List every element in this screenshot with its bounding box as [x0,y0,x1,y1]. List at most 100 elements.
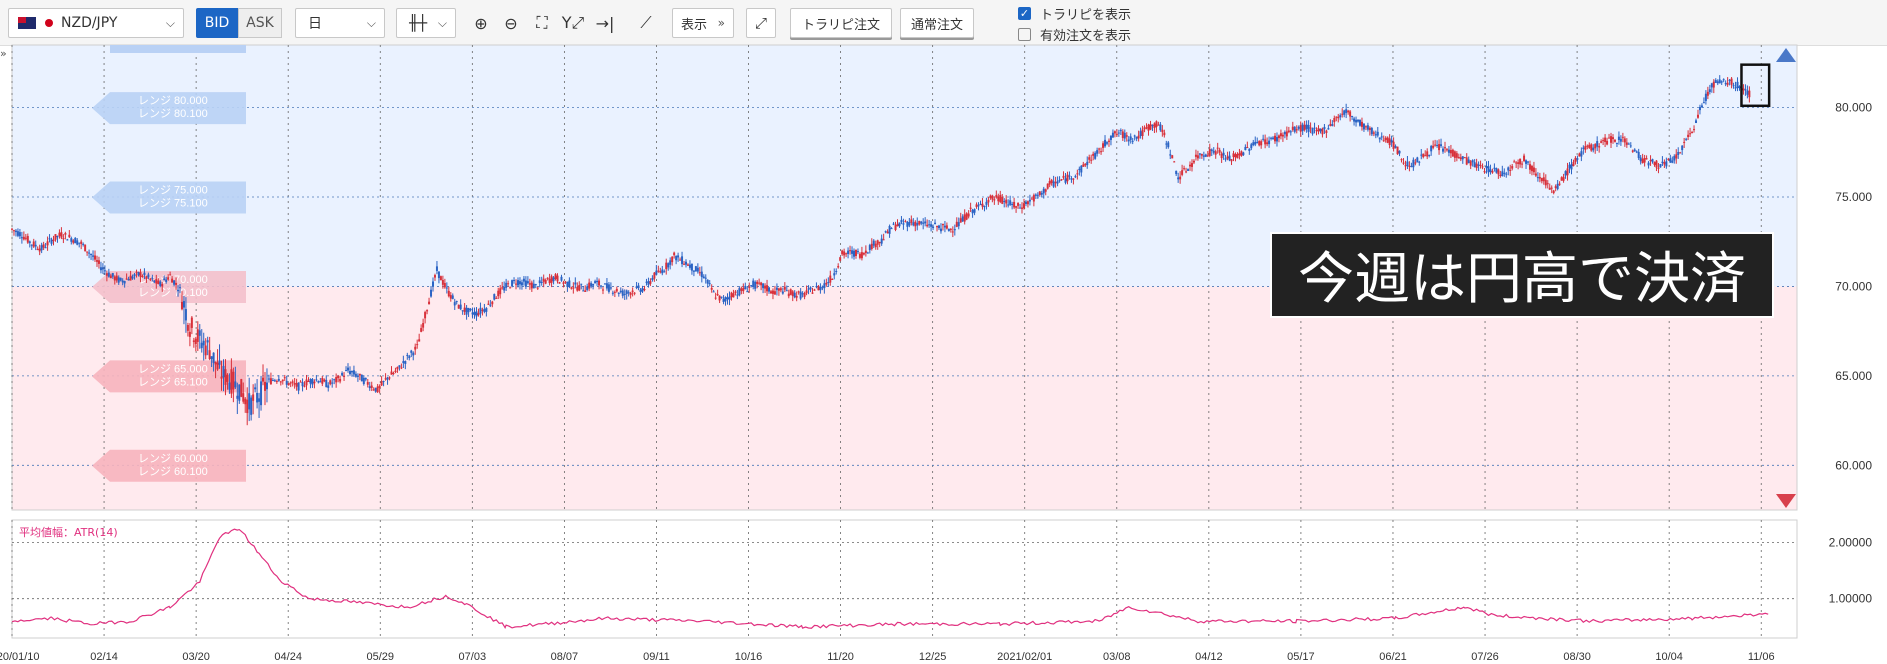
candle-body [596,280,599,283]
candle-body [1291,126,1294,130]
candle-body [317,381,320,383]
candle-body [1661,161,1664,164]
candle-body [1183,168,1186,170]
candle-body [864,250,867,254]
candle-body [1594,144,1597,149]
indicator-icon[interactable]: ⟋ [640,13,652,32]
candle-body [920,221,923,224]
ask-button[interactable]: ASK [238,8,282,38]
candle-body [1598,146,1601,148]
show-trap-checkbox[interactable]: ✓ トラリピを表示 [1018,4,1131,23]
candle-body [18,232,21,237]
candle-body [360,374,363,382]
candle-body [143,272,146,276]
candle-body [66,239,69,241]
candle-body [352,370,355,375]
candle-body [714,297,717,299]
candle-body [957,222,960,227]
candle-body [418,339,421,342]
candle-body [843,251,846,256]
candle-body [1588,144,1591,148]
candle-body [1202,155,1205,157]
candle-body [1449,150,1452,154]
candle-body [580,283,583,285]
chart-type-select[interactable]: ╫┼ ⌵ [396,8,456,38]
candle-body [639,289,642,292]
annotation-box [1270,232,1774,318]
checkbox-empty-icon [1018,28,1031,41]
candle-body [1600,141,1603,143]
candle-body [791,291,794,297]
candle-body [345,370,348,372]
candle-body [821,287,824,289]
candle-body [350,371,353,373]
candle-body [281,379,284,382]
candle-body [720,296,723,298]
candle-body [550,276,553,283]
candle-body [1119,130,1122,132]
candle-body [1137,135,1140,139]
candle-body [267,378,270,380]
y-axis-icon[interactable]: Y⤢ [561,13,585,32]
candle-body [190,317,193,328]
zoom-in-icon[interactable]: ⊕ [474,13,488,33]
candle-body [1570,164,1573,170]
candle-body [773,291,776,295]
candle-body [1696,114,1699,118]
candle-body [153,280,156,283]
period-select[interactable]: 日 ⌵ [295,8,385,38]
x-tick-label: 04/12 [1195,651,1223,663]
candle-body [520,282,523,286]
candle-body [1631,150,1634,152]
candle-body [1436,144,1439,146]
candle-body [1374,134,1377,136]
normal-order-button[interactable]: 通常注文 [900,8,974,38]
candle-body [1400,159,1403,161]
candle-body [750,285,753,287]
candle-body [465,307,468,315]
candle-body [52,239,55,242]
candle-body [797,291,800,293]
x-tick-label: 05/17 [1287,651,1315,663]
candle-body [1574,157,1577,162]
candle-body [196,329,199,342]
bid-button[interactable]: BID [196,8,238,38]
trap-order-button[interactable]: トラリピ注文 [790,8,892,38]
expand-button[interactable]: ⤢ [746,8,776,38]
collapse-panel-icon[interactable]: » [0,47,7,60]
display-menu-button[interactable]: 表示 » [672,8,734,38]
zoom-out-icon[interactable]: ⊖ [504,13,518,33]
candle-body [88,252,91,254]
candle-body [661,269,664,274]
candle-body [202,340,205,346]
candle-body [1617,136,1620,140]
symbol-select[interactable]: NZD/JPY ⌵ [8,8,184,38]
candle-body [42,244,45,248]
candle-body [540,281,543,283]
candle-body [277,378,280,381]
candle-body [1463,157,1466,159]
candle-body [1532,167,1535,173]
candle-body [1465,157,1468,165]
candle-body [1416,157,1419,163]
candle-body [1343,110,1346,115]
candle-body [1445,149,1448,151]
candle-body [20,237,23,239]
candle-body [758,282,761,284]
candle-body [485,308,488,312]
candle-body [1663,162,1666,165]
scroll-latest-icon[interactable]: →| [595,13,615,33]
show-active-checkbox[interactable]: 有効注文を表示 [1018,25,1131,44]
candle-body [783,286,786,290]
candle-body [926,224,929,227]
candle-body [80,241,83,244]
candle-body [1432,145,1435,148]
candle-body [615,288,618,292]
fit-screen-icon[interactable]: ⛶ [536,13,548,32]
candle-body [584,290,587,293]
candle-body [1716,81,1719,84]
candle-body [785,290,788,292]
candle-body [58,232,61,237]
candle-body [78,242,81,244]
candle-body [44,247,47,249]
